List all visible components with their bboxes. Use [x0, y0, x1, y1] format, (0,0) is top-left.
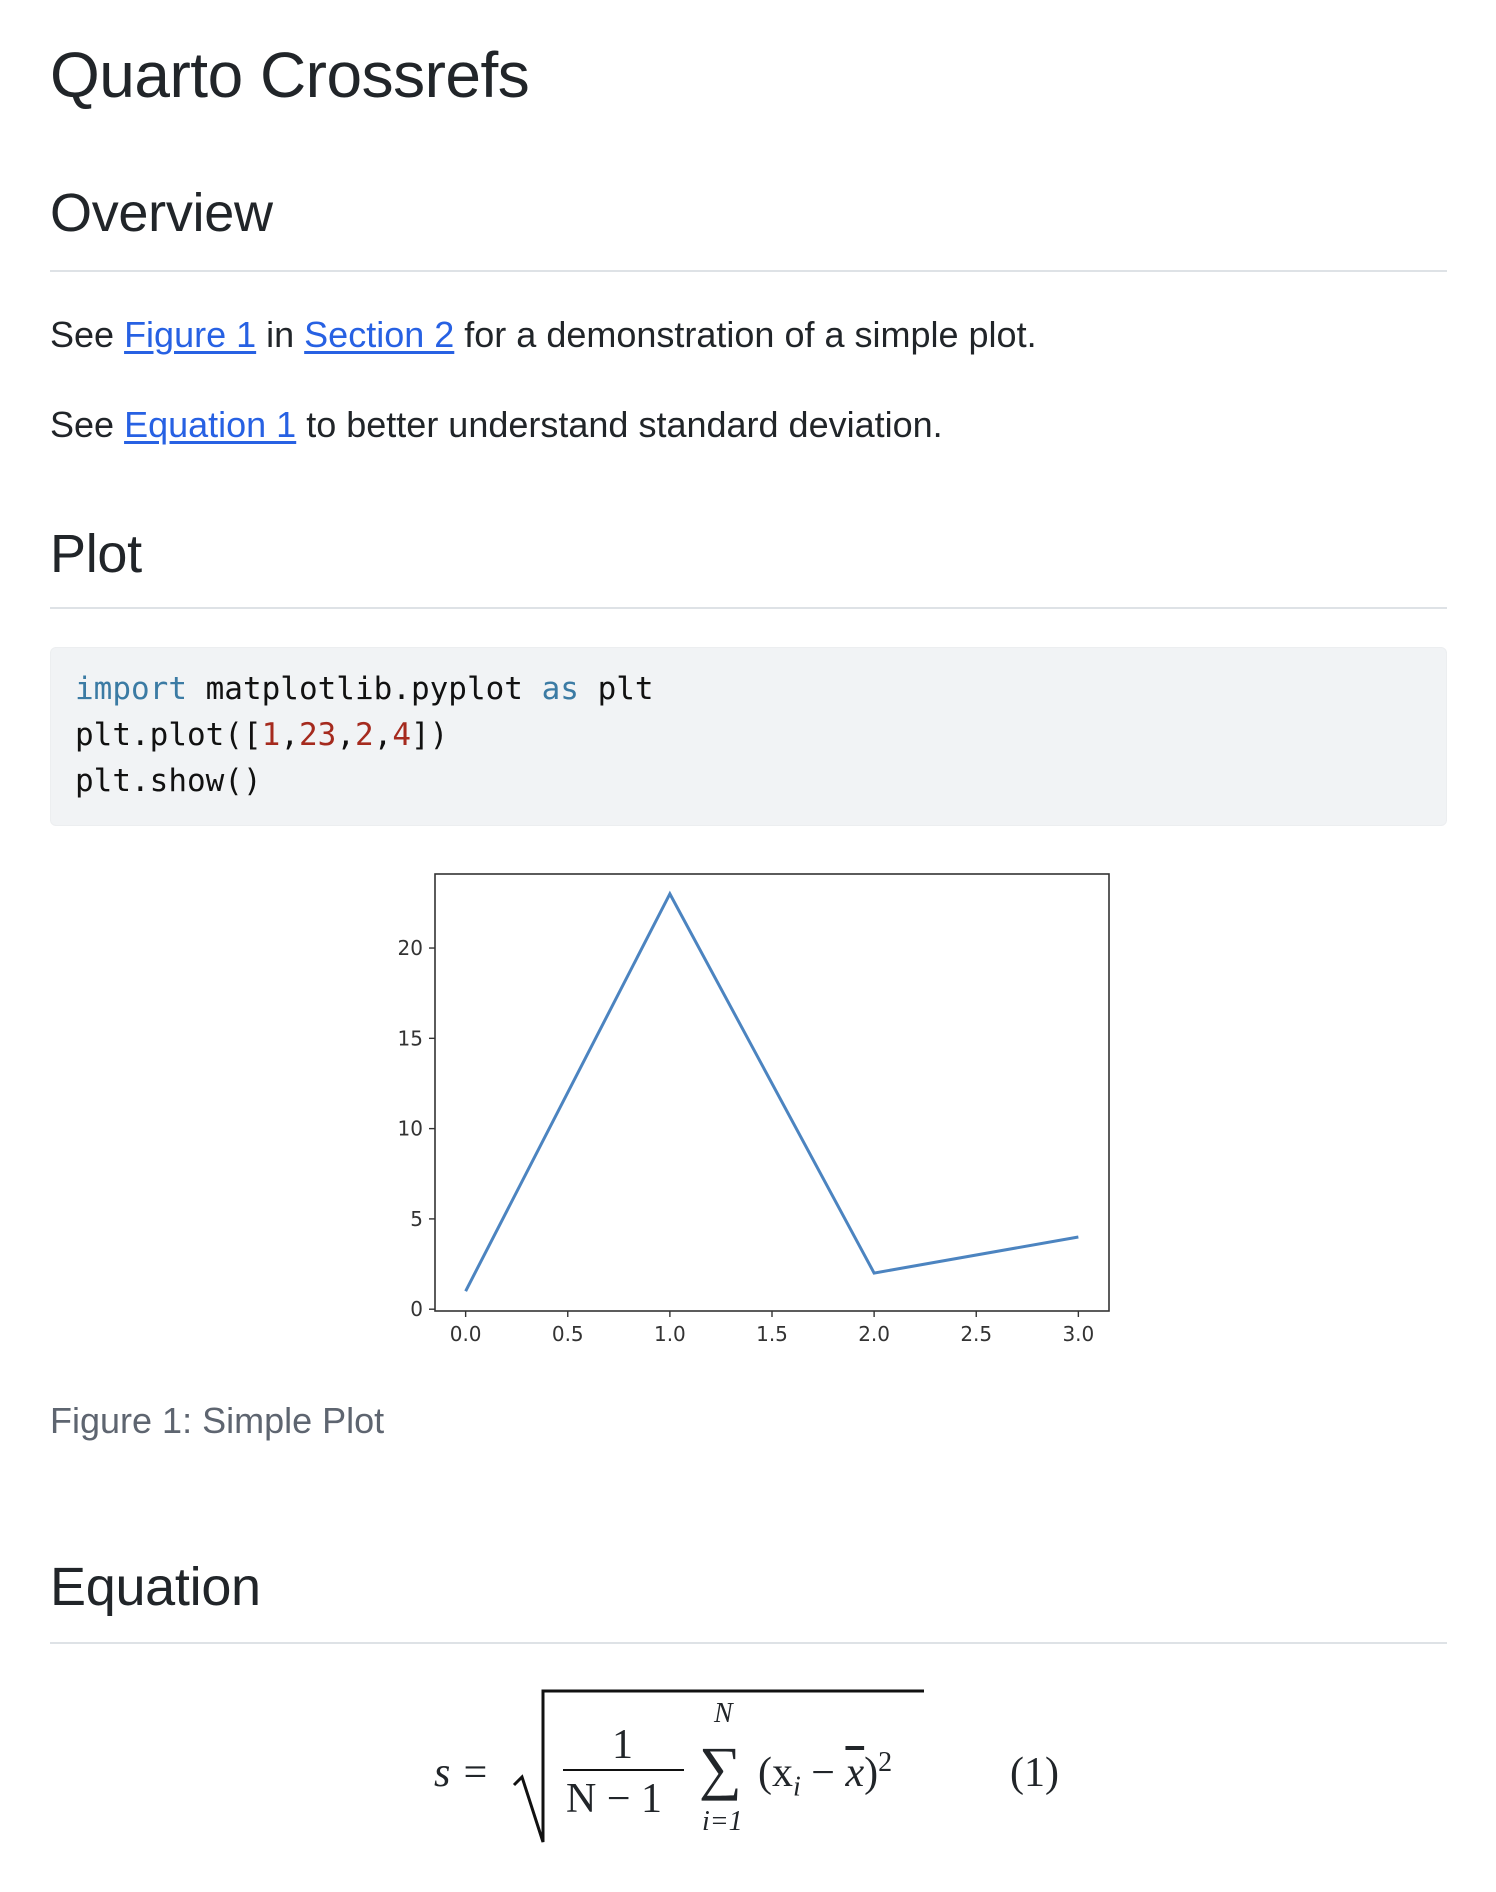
heading-plot: Plot [50, 524, 142, 584]
y-tick-label: 0 [410, 1297, 423, 1321]
section-2-link[interactable]: Section 2 [304, 314, 455, 355]
y-tick-label: 10 [398, 1117, 423, 1141]
code-text: plt.plot([ [75, 717, 262, 753]
x-tick-label: 0.5 [552, 1322, 584, 1346]
y-tick-label: 15 [398, 1026, 423, 1050]
y-tick-label: 5 [410, 1207, 423, 1231]
figure-1-link[interactable]: Figure 1 [124, 314, 257, 355]
keyword: import [75, 671, 187, 707]
heading-overview: Overview [50, 183, 273, 243]
code-block[interactable]: import matplotlib.pyplot as plt plt.plot… [50, 647, 1447, 826]
code-text: , [336, 717, 355, 753]
divider [50, 270, 1447, 272]
code-text: matplotlib.pyplot [186, 671, 542, 707]
x-tick-label: 1.5 [756, 1322, 788, 1346]
divider [50, 607, 1447, 609]
overview-paragraph-1: See Figure 1 in Section 2 for a demonstr… [50, 314, 1037, 356]
y-tick-label: 20 [398, 936, 423, 960]
code-text: plt [578, 671, 654, 707]
code-line-3: plt.show() [75, 763, 262, 799]
number: 4 [392, 717, 411, 753]
equation-1-link[interactable]: Equation 1 [124, 404, 297, 445]
figure-caption: Figure 1: Simple Plot [50, 1400, 385, 1441]
number: 2 [354, 717, 374, 753]
number: 23 [298, 717, 337, 753]
overview-paragraph-2: See Equation 1 to better understand stan… [50, 404, 943, 446]
code-line-1: import matplotlib.pyplot as plt [75, 670, 654, 708]
heading-equation: Equation [50, 1557, 261, 1617]
divider [50, 1642, 1447, 1644]
x-tick-label: 2.0 [858, 1322, 890, 1346]
keyword: as [541, 671, 579, 707]
text: See [50, 314, 125, 355]
page-title: Quarto Crossrefs [50, 39, 530, 111]
plot-area [434, 873, 1110, 1312]
code-text: , [280, 717, 299, 753]
text: for a demonstration of a simple plot. [454, 314, 1037, 355]
code-text: ]) [411, 717, 449, 753]
text: See [50, 404, 125, 445]
x-tick-label: 3.0 [1062, 1322, 1094, 1346]
text: to better understand standard deviation. [296, 404, 943, 445]
text: in [256, 314, 305, 355]
x-tick-label: 1.0 [654, 1322, 686, 1346]
series-line [464, 890, 1079, 1292]
x-tick-label: 0.0 [450, 1322, 482, 1346]
x-tick-label: 2.5 [960, 1322, 992, 1346]
code-text: , [373, 717, 393, 753]
code-line-2: plt.plot([1,23,2,4]) [75, 716, 448, 754]
number: 1 [261, 717, 281, 753]
